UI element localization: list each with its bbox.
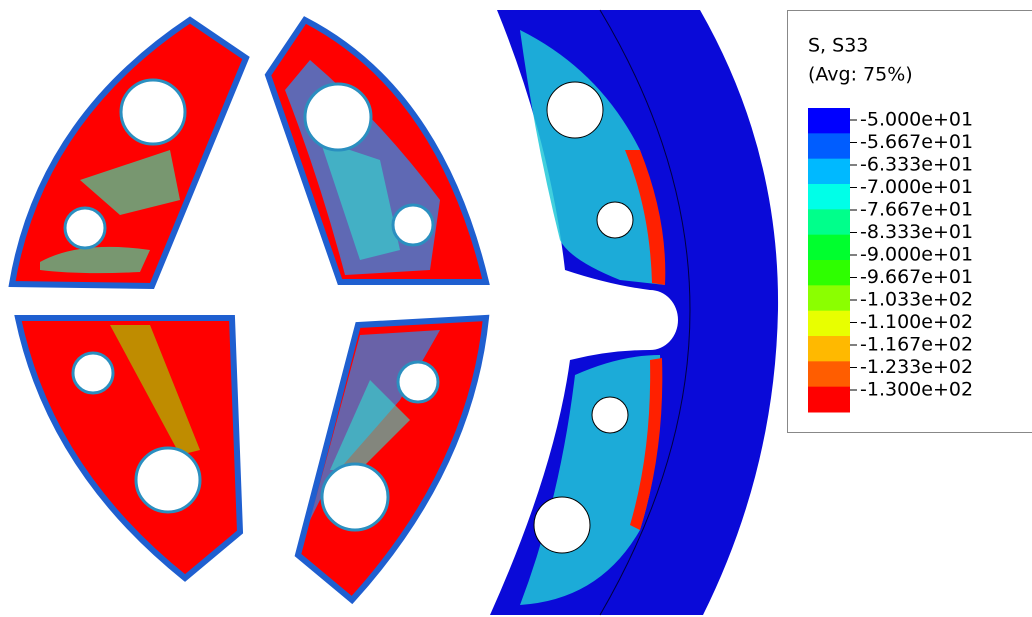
hole bbox=[393, 205, 433, 245]
legend-label: -5.000e+01 bbox=[860, 109, 973, 131]
color-band bbox=[808, 108, 850, 134]
color-band bbox=[808, 311, 850, 337]
legend-label: -8.333e+01 bbox=[860, 221, 973, 243]
color-band bbox=[808, 235, 850, 261]
color-band bbox=[808, 336, 850, 362]
hole bbox=[121, 80, 185, 144]
legend-label: -1.100e+02 bbox=[860, 311, 973, 333]
hole bbox=[65, 208, 105, 248]
hole bbox=[73, 353, 113, 393]
page: {"legend": {"title": "S, S33", "subtitle… bbox=[0, 0, 1032, 617]
hole bbox=[322, 464, 388, 530]
hole bbox=[534, 497, 590, 553]
color-band bbox=[808, 285, 850, 311]
legend-subtitle: (Avg: 75%) bbox=[808, 64, 913, 86]
hole bbox=[398, 362, 438, 402]
legend-title: S, S33 bbox=[808, 35, 868, 57]
legend-label: -1.233e+02 bbox=[860, 356, 973, 378]
color-band bbox=[808, 159, 850, 185]
color-band bbox=[808, 361, 850, 387]
contour-plot: S, S33 (Avg: 75%) -5.000e+01-5.667e+01-6… bbox=[0, 0, 1032, 617]
color-band bbox=[808, 209, 850, 235]
hole bbox=[597, 202, 633, 238]
legend-label: -9.667e+01 bbox=[860, 266, 973, 288]
legend-label: -9.000e+01 bbox=[860, 244, 973, 266]
legend-label: -7.000e+01 bbox=[860, 176, 973, 198]
color-band bbox=[808, 133, 850, 159]
color-band bbox=[808, 184, 850, 210]
hole bbox=[305, 84, 371, 150]
legend: S, S33 (Avg: 75%) -5.000e+01-5.667e+01-6… bbox=[788, 11, 1032, 433]
legend-label: -5.667e+01 bbox=[860, 131, 973, 153]
hole bbox=[592, 397, 628, 433]
legend-label: -1.167e+02 bbox=[860, 334, 973, 356]
legend-label: -6.333e+01 bbox=[860, 154, 973, 176]
legend-label: -1.300e+02 bbox=[860, 379, 973, 401]
hole bbox=[136, 448, 200, 512]
color-band bbox=[808, 387, 850, 413]
legend-label: -1.033e+02 bbox=[860, 289, 973, 311]
legend-label: -7.667e+01 bbox=[860, 199, 973, 221]
model bbox=[12, 10, 778, 615]
segment bbox=[12, 20, 246, 286]
color-band bbox=[808, 260, 850, 286]
hole bbox=[547, 82, 603, 138]
